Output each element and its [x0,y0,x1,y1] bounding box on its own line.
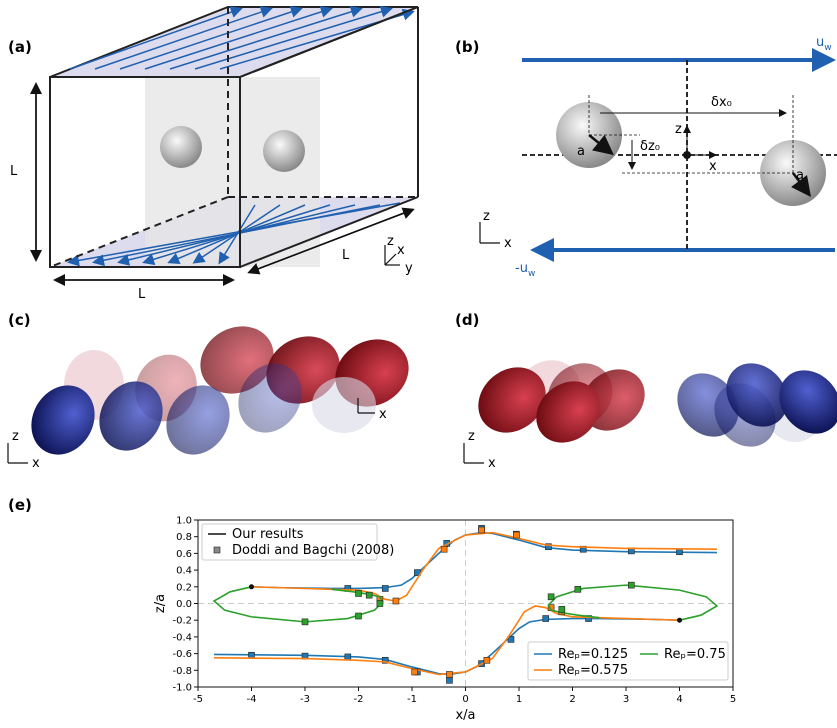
axes-icon [464,443,484,463]
panel-c: (c) z x x [8,311,421,471]
axis-label: z [387,234,394,249]
legend-label: Our results [232,527,304,542]
marker [377,601,383,607]
radius-label: a [796,168,804,183]
panel-label: (a) [8,38,32,56]
sphere [263,130,305,172]
legend-label: Doddi and Bagchi (2008) [232,543,394,558]
x-tick-label: 4 [676,694,682,705]
marker [356,590,362,596]
y-tick-label: -1.0 [172,683,192,694]
radius-label: a [577,144,585,159]
dim-label: L [342,248,350,263]
axis-label: z [483,209,490,224]
plane [145,77,320,267]
panel-a: (a) L L L z x y [8,7,418,302]
y-axis-label: z/a [153,594,168,613]
legend-label: Reₚ=0.125 [558,647,628,662]
x-tick-label: 3 [623,694,629,705]
chart: -5 -4 -3 -2 -1 0 1 2 3 4 5 1.0 0.8 0.6 0.4 0.2 0.0 -0.2 -0… [153,516,736,724]
marker [356,613,362,619]
marker [628,582,634,588]
x-tick-label: 1 [516,694,522,705]
marker [382,585,388,591]
legend-label: Reₚ=0.575 [558,663,628,678]
axis-label: z [468,429,475,444]
panel-label: (b) [455,38,479,56]
panel-label: (c) [8,311,31,329]
dz-label: δz₀ [640,139,660,154]
legend-label: Reₚ=0.75 [664,647,726,662]
legend-key [214,547,220,553]
marker [559,606,565,612]
x-tick-label: 2 [569,694,575,705]
marker [543,616,549,622]
marker [345,654,351,660]
panel-label: (e) [8,496,32,514]
dim-label: L [10,164,18,179]
marker [484,657,490,663]
x-tick-label: -1 [407,694,417,705]
axis-label: x [379,407,387,422]
axes-icon [480,222,500,243]
ellipsoid [312,377,376,433]
axis-label: z [675,122,682,137]
dim-label: L [138,287,146,302]
start-point [249,584,254,589]
y-tick-label: -0.6 [172,649,192,660]
start-point [677,618,682,623]
marker [575,586,581,592]
figure: (a) L L L z x y (b) uw -uw δx₀ δz₀ z x a… [0,0,837,724]
panel-d: (d) z x [455,311,837,471]
x-tick-label: -2 [354,694,364,705]
x-tick-label: 5 [730,694,736,705]
axis-label: x [488,456,496,471]
marker [446,677,452,683]
panel-label: (d) [455,311,479,329]
x-tick-label: 0 [462,694,468,705]
marker [548,594,554,600]
y-tick-label: 0.8 [176,532,192,543]
axis-label: x [397,243,405,258]
axis-label: x [504,236,512,251]
y-tick-label: -0.4 [172,632,192,643]
marker [412,669,418,675]
y-tick-label: 0.2 [176,582,192,593]
y-tick-label: 0.0 [176,599,192,610]
x-axis-label: x/a [455,708,475,723]
x-tick-label: -5 [193,694,203,705]
y-tick-label: -0.8 [172,666,192,677]
y-tick-label: 0.4 [176,566,192,577]
dx-label: δx₀ [711,95,732,110]
wall-velocity: -uw [515,261,535,279]
marker [393,598,399,604]
axis-label: x [32,456,40,471]
axis-label: y [405,261,413,276]
marker [366,592,372,598]
x-tick-label: -4 [247,694,257,705]
marker [479,527,485,533]
marker [302,619,308,625]
panel-b: (b) uw -uw δx₀ δz₀ z x a a z x [455,35,837,279]
x-tick-label: -3 [300,694,310,705]
y-tick-label: 1.0 [176,516,192,527]
y-tick-label: -0.2 [172,616,192,627]
y-tick-label: 0.6 [176,549,192,560]
wall-velocity: uw [816,35,832,53]
marker [441,546,447,552]
marker [446,671,452,677]
axis-label: z [12,429,19,444]
sphere [160,126,202,168]
axis-label: x [709,159,717,174]
marker [513,532,519,538]
